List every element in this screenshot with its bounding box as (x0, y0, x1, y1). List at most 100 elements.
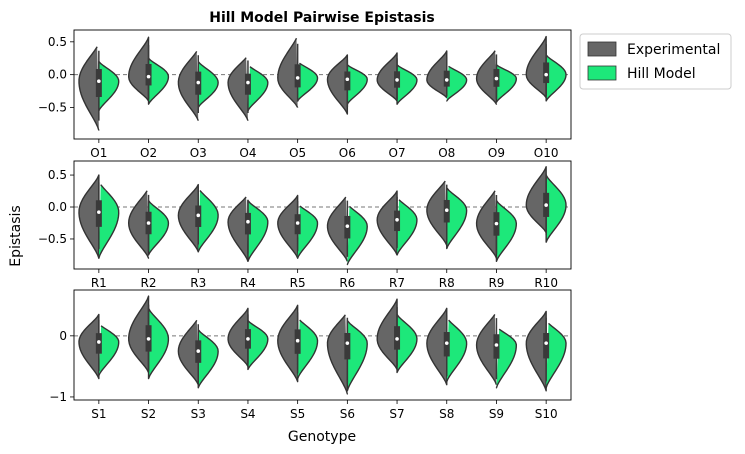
violin-half-o2-experimental (127, 36, 150, 102)
violin-half-s2-experimental (127, 295, 150, 374)
median-dot-r10 (544, 203, 548, 207)
x-tick-label-o4: O4 (239, 146, 256, 160)
median-dot-o7 (395, 78, 399, 82)
median-dot-r2 (146, 221, 151, 225)
violin-half-s9-experimental (475, 314, 498, 386)
violin-half-r4-experimental (227, 196, 249, 263)
violin-half-s7-experimental (376, 298, 398, 371)
iqr-box-o10 (543, 62, 550, 84)
violin-half-r9-hill-model (495, 199, 518, 263)
x-tick-label-s9: S9 (489, 407, 504, 421)
violin-half-o8-experimental (426, 50, 448, 99)
iqr-box-o5 (294, 64, 301, 88)
median-dot-r9 (494, 221, 499, 226)
x-tick-label-o1: O1 (90, 146, 107, 160)
y-tick-label: 0.0 (48, 200, 67, 214)
x-tick-label-r6: R6 (339, 276, 355, 290)
median-dot-r3 (196, 213, 201, 218)
median-dot-s9 (494, 343, 499, 347)
median-dot-o8 (444, 78, 449, 82)
violin-half-s3-experimental (177, 319, 199, 386)
violin-half-r9-experimental (475, 190, 498, 259)
violin-half-s10-hill-model (545, 322, 567, 389)
violin-half-r2-hill-model (147, 199, 170, 256)
violin-half-o5-hill-model (296, 62, 319, 102)
y-tick-label: −1 (49, 390, 67, 404)
x-tick-label-s7: S7 (389, 407, 404, 421)
median-dot-o10 (544, 72, 548, 77)
violin-half-r7-experimental (376, 190, 398, 256)
panel-frame (73, 29, 572, 140)
chart-title: Hill Model Pairwise Epistasis (209, 10, 435, 26)
x-tick-label-s4: S4 (240, 407, 255, 421)
median-dot-o2 (146, 74, 151, 79)
x-tick-label-o2: O2 (140, 146, 157, 160)
violin-half-o7-experimental (376, 52, 398, 102)
median-dot-s2 (146, 337, 151, 341)
violin-half-s4-experimental (227, 307, 249, 368)
violin-half-o5-experimental (277, 37, 299, 109)
violin-half-o7-hill-model (396, 64, 418, 105)
violin-half-r10-experimental (525, 166, 547, 234)
violin-half-s7-hill-model (396, 313, 418, 374)
x-tick-label-o6: O6 (339, 146, 356, 160)
violin-half-s8-hill-model (446, 319, 468, 383)
x-tick-label-r4: R4 (240, 276, 256, 290)
y-axis-label: Epistasis (8, 205, 24, 266)
median-dot-o1 (97, 79, 101, 84)
violin-half-o2-hill-model (147, 57, 170, 105)
violin-half-s1-hill-model (98, 325, 120, 377)
y-tick-label: 0.5 (48, 168, 67, 182)
violin-half-s3-hill-model (197, 329, 219, 389)
median-dot-o5 (295, 76, 300, 80)
violin-half-o1-experimental (78, 46, 100, 132)
median-dot-s4 (246, 337, 250, 341)
median-dot-o4 (246, 80, 250, 85)
violin-half-s10-experimental (525, 310, 547, 392)
median-dot-r1 (97, 210, 101, 214)
violin-half-r3-hill-model (197, 190, 219, 253)
median-dot-s1 (97, 340, 101, 344)
legend-frame (579, 33, 732, 90)
x-tick-label-r7: R7 (389, 276, 405, 290)
violin-half-r8-experimental (426, 180, 448, 247)
legend-label-experimental: Experimental (627, 42, 720, 58)
violin-half-s2-hill-model (147, 307, 170, 380)
panel-frame (73, 289, 572, 401)
violin-half-r1-experimental (78, 174, 100, 259)
violin-half-o4-hill-model (247, 66, 269, 112)
median-dot-s10 (544, 341, 548, 345)
iqr-box-r4 (244, 212, 251, 235)
panel-3: S1 S2 S3 S4 S5 S6 S7 S8 S9 S10 −1 0 (49, 289, 572, 421)
violin-half-o8-hill-model (446, 65, 468, 102)
x-tick-label-r2: R2 (141, 276, 157, 290)
violin-half-o3-hill-model (197, 60, 219, 109)
x-tick-label-o10: O10 (534, 146, 559, 160)
violin-half-o10-hill-model (545, 54, 567, 102)
median-dot-s8 (444, 341, 449, 345)
y-tick-label: −0.5 (38, 100, 67, 114)
iqr-box-s10 (543, 332, 550, 359)
y-tick-label: 0.5 (48, 35, 67, 49)
violin-half-s5-hill-model (296, 319, 319, 380)
x-tick-label-o7: O7 (389, 146, 406, 160)
y-tick-label: −0.5 (38, 232, 67, 246)
violin-half-r7-hill-model (396, 199, 418, 256)
x-tick-label-r8: R8 (439, 276, 455, 290)
median-dot-o6 (345, 77, 350, 82)
median-dot-r7 (395, 217, 399, 222)
x-axis-label: Genotype (288, 429, 356, 445)
violin-half-r5-hill-model (296, 205, 319, 259)
x-tick-label-r3: R3 (190, 276, 206, 290)
violin-half-r3-experimental (177, 183, 199, 253)
y-tick-label: 0 (59, 329, 67, 343)
violin-half-r6-experimental (326, 196, 349, 263)
x-tick-label-s1: S1 (91, 407, 106, 421)
violin-half-r8-hill-model (446, 187, 468, 250)
x-tick-label-r1: R1 (91, 276, 107, 290)
x-tick-label-r5: R5 (290, 276, 306, 290)
x-tick-label-s3: S3 (191, 407, 206, 421)
violin-half-s5-experimental (277, 304, 299, 383)
x-tick-label-o8: O8 (438, 146, 455, 160)
